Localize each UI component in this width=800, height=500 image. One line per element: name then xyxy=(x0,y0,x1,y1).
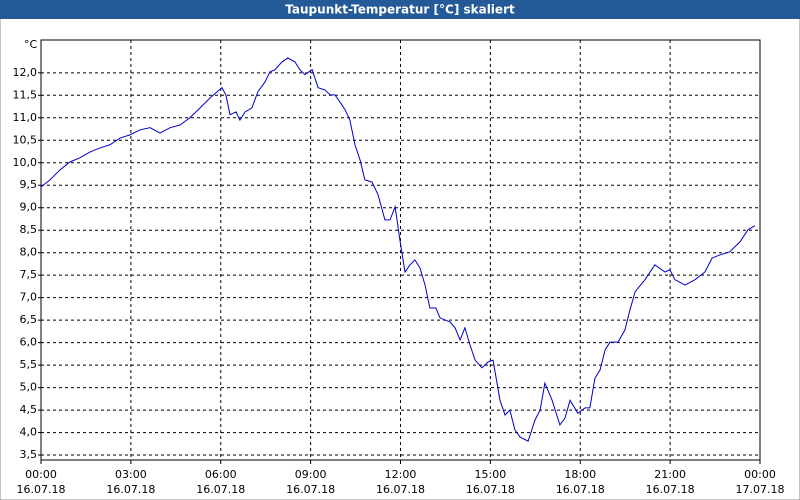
y-tick-label: 3,5 xyxy=(20,448,38,461)
y-tick-label: 6,5 xyxy=(20,313,38,326)
y-tick-label: 7,5 xyxy=(20,268,38,281)
x-tick-date: 16.07.18 xyxy=(196,483,245,496)
x-tick-label: 12:00 xyxy=(385,468,417,481)
y-tick-label: 5,0 xyxy=(20,381,38,394)
y-tick-label: 4,0 xyxy=(20,426,38,439)
chart-title: Taupunkt-Temperatur [°C] skaliert xyxy=(285,3,515,17)
x-tick-date: 16.07.18 xyxy=(376,483,425,496)
x-tick-label: 00:00 xyxy=(25,468,57,481)
y-tick-label: 5,5 xyxy=(20,358,38,371)
x-tick-label: 18:00 xyxy=(564,468,596,481)
y-tick-label: 6,0 xyxy=(20,336,38,349)
x-tick-date: 17.07.18 xyxy=(736,483,785,496)
y-tick-label: 11,0 xyxy=(13,111,38,124)
x-tick-label: 09:00 xyxy=(295,468,327,481)
y-tick-label: 9,0 xyxy=(20,201,38,214)
x-tick-label: 06:00 xyxy=(205,468,237,481)
y-tick-label: 7,0 xyxy=(20,291,38,304)
x-tick-date: 16.07.18 xyxy=(466,483,515,496)
y-tick-label: 11,5 xyxy=(13,88,38,101)
x-tick-date: 16.07.18 xyxy=(556,483,605,496)
y-tick-label: 4,5 xyxy=(20,403,38,416)
x-tick-date: 16.07.18 xyxy=(646,483,695,496)
y-tick-label: 8,5 xyxy=(20,223,38,236)
y-unit: °C xyxy=(24,38,38,51)
x-tick-label: 21:00 xyxy=(654,468,686,481)
y-tick-label: 12,0 xyxy=(13,66,38,79)
y-tick-label: 8,0 xyxy=(20,246,38,259)
title-bar xyxy=(0,0,800,19)
y-tick-label: 9,5 xyxy=(20,178,38,191)
x-tick-date: 16.07.18 xyxy=(286,483,335,496)
x-tick-label: 00:00 xyxy=(744,468,776,481)
y-tick-label: 10,0 xyxy=(13,156,38,169)
x-tick-date: 16.07.18 xyxy=(17,483,66,496)
x-tick-label: 15:00 xyxy=(475,468,507,481)
x-tick-date: 16.07.18 xyxy=(106,483,155,496)
line xyxy=(40,57,756,442)
y-tick-label: 10,5 xyxy=(13,133,38,146)
x-tick-label: 03:00 xyxy=(115,468,147,481)
